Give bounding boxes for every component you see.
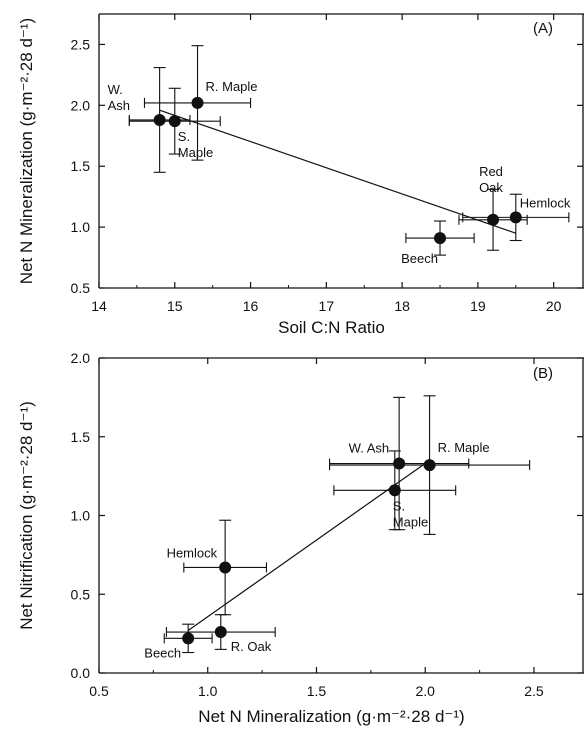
y-tick-label: 1.0	[71, 219, 91, 235]
x-tick-label: 1.5	[307, 683, 327, 699]
y-tick-label: 2.0	[71, 97, 91, 113]
point-label: R. Oak	[231, 639, 272, 654]
panel-label: (B)	[533, 365, 553, 382]
x-tick-label: 2.5	[524, 683, 544, 699]
regression-line	[159, 109, 516, 234]
point-label-line: Hemlock	[520, 195, 571, 210]
x-tick-label: 19	[470, 298, 486, 314]
point-label: S. Maple	[393, 498, 428, 529]
point-label-line: Beech	[401, 251, 438, 266]
point-label-line: Beech	[144, 645, 181, 660]
point-label: Hemlock	[167, 545, 218, 560]
y-tick-label: 1.5	[71, 158, 91, 174]
data-point	[434, 232, 447, 245]
chart-panel-b: 0.5 1.0 1.5 2.0 2.5 0.0 0.5 1.0 1.5 2.0 Net N Mine…	[17, 350, 584, 726]
panel-label: (A)	[533, 20, 553, 37]
point-label-line: R. Maple	[438, 440, 490, 455]
data-point	[214, 626, 227, 639]
point-label-line: R. Oak	[231, 639, 272, 654]
point-label: R. Maple	[438, 440, 490, 455]
data-point	[393, 457, 406, 470]
point-label-line: W.	[108, 82, 123, 97]
x-tick-label: 18	[394, 298, 410, 314]
y-axis-title: Net Nitrification (g·m⁻²·28 d⁻¹)	[17, 401, 36, 630]
y-tick-label: 0.5	[71, 586, 91, 602]
x-tick-label: 16	[243, 298, 259, 314]
x-tick-label: 15	[167, 298, 183, 314]
point-label-line: R. Maple	[206, 79, 258, 94]
point-label-line: Oak	[479, 180, 503, 195]
point-label-line: S.	[178, 129, 190, 144]
data-point	[219, 561, 232, 574]
point-label-line: Maple	[178, 145, 213, 160]
point-label: Red Oak	[479, 164, 503, 195]
x-axis-title: Soil C:N Ratio	[278, 318, 385, 337]
point-label: R. Maple	[206, 79, 258, 94]
data-point	[191, 96, 204, 109]
x-tick-label: 20	[546, 298, 562, 314]
x-axis-title: Net N Mineralization (g·m⁻²·28 d⁻¹)	[198, 707, 464, 726]
point-label-line: W. Ash	[349, 441, 389, 456]
point-label: W. Ash	[108, 82, 130, 113]
data-point	[153, 113, 166, 126]
data-point	[168, 115, 181, 128]
data-point	[423, 459, 436, 472]
data-point	[388, 484, 401, 497]
chart-panel-a: 14 15 16 17 18 19 20 0.5 1.0 1.5 2.0 2.5 Soil C:N Ra…	[17, 13, 584, 337]
y-tick-label: 1.0	[71, 508, 91, 524]
point-label-line: Ash	[108, 98, 130, 113]
y-tick-label: 1.5	[71, 429, 91, 445]
point-label: Beech	[401, 251, 438, 266]
x-tick-label: 0.5	[89, 683, 109, 699]
y-tick-label: 0.0	[71, 665, 91, 681]
point-label: W. Ash	[349, 441, 389, 456]
point-label: S. Maple	[178, 129, 213, 160]
point-label-line: Maple	[393, 514, 428, 529]
point-label: Beech	[144, 645, 181, 660]
data-point	[182, 632, 195, 645]
point-label: Hemlock	[520, 195, 571, 210]
y-tick-label: 2.0	[71, 350, 91, 366]
y-axis-title: Net N Mineralization (g·m⁻²·28 d⁻¹)	[17, 18, 36, 284]
data-point	[487, 213, 500, 226]
x-tick-label: 17	[319, 298, 335, 314]
point-label-line: Red	[479, 164, 503, 179]
y-tick-label: 2.5	[71, 36, 91, 52]
data-point	[509, 211, 522, 224]
y-tick-label: 0.5	[71, 280, 91, 296]
point-label-line: Hemlock	[167, 545, 218, 560]
x-tick-label: 2.0	[415, 683, 435, 699]
x-tick-label: 14	[91, 298, 107, 314]
x-tick-label: 1.0	[198, 683, 218, 699]
